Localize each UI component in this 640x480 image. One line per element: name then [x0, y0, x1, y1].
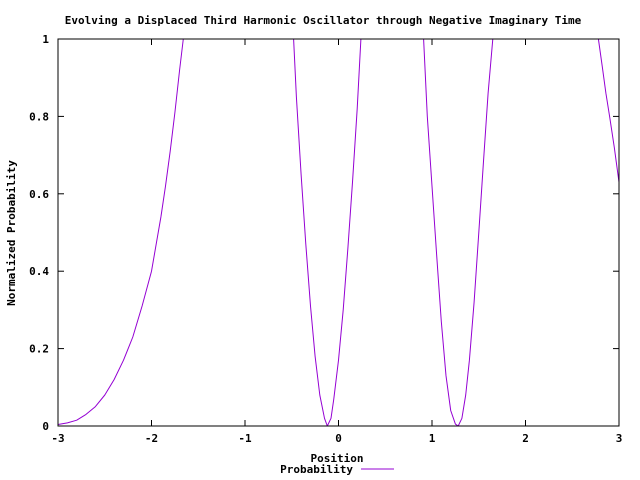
axis-ticks: -3 -2 -1 0 1 2 3 0 0.2 0.4 0.6 0.8 1	[29, 33, 622, 445]
plot-frame	[57, 38, 620, 427]
y-tick-label: 0	[42, 420, 49, 433]
x-tick-label: -1	[238, 432, 252, 445]
series-line-probability	[293, 38, 362, 427]
x-tick-label: -3	[51, 432, 64, 445]
y-tick-label: 0.8	[29, 110, 49, 123]
x-axis-label: Position	[311, 452, 364, 465]
chart-title: Evolving a Displaced Third Harmonic Osci…	[65, 14, 582, 27]
legend: Probability	[280, 463, 394, 476]
x-tick-label: 0	[335, 432, 342, 445]
y-tick-label: 1	[42, 33, 49, 46]
x-tick-label: 2	[522, 432, 529, 445]
series-line-probability	[597, 38, 620, 183]
plot-lines	[57, 38, 620, 427]
legend-label-probability: Probability	[280, 463, 353, 476]
x-tick-label: -2	[145, 432, 158, 445]
x-tick-label: 1	[429, 432, 436, 445]
y-tick-label: 0.2	[29, 343, 49, 356]
y-tick-label: 0.6	[29, 188, 49, 201]
x-tick-label: 3	[616, 432, 623, 445]
y-axis-label: Normalized Probability	[5, 160, 18, 306]
y-tick-label: 0.4	[29, 265, 49, 278]
series-line-probability	[423, 38, 494, 427]
series-line-probability	[57, 38, 184, 425]
